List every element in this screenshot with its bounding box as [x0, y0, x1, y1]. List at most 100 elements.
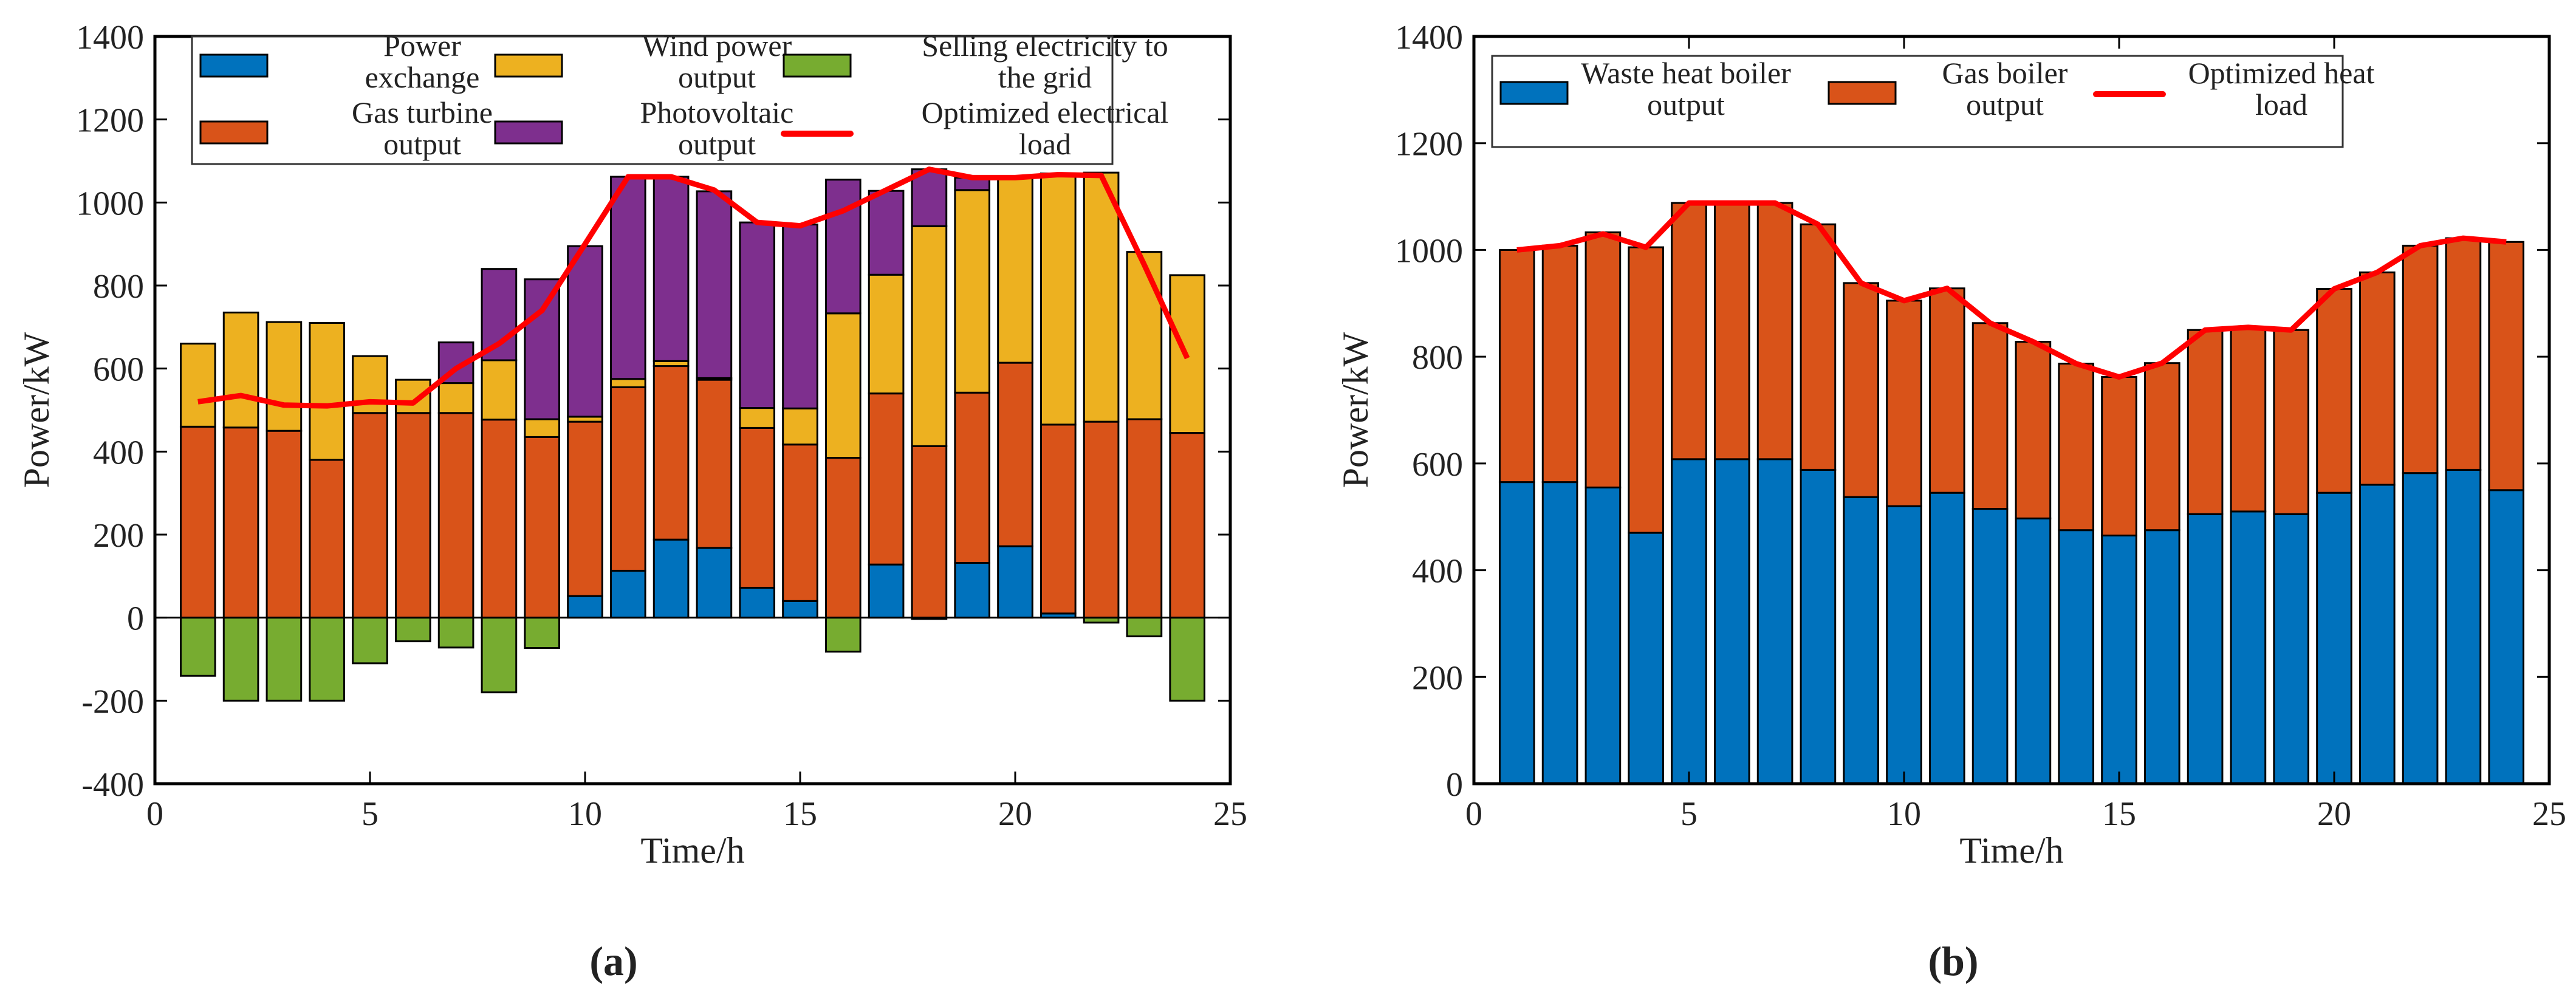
bar-wind-power-output-h19 — [954, 189, 991, 394]
legend-swatch — [494, 53, 563, 78]
chart-b: 0 5 10 15 20 25 0 200 400 600 800 1000 1200 1400 Time/… — [1335, 19, 2566, 984]
bar-wind-power-output-h23 — [1126, 251, 1163, 420]
bar-waste-heat-boiler-output-h24 — [2488, 489, 2525, 785]
bar-waste-heat-boiler-output-h22 — [2402, 472, 2439, 785]
y-tick-label: 1400 — [76, 19, 144, 56]
bar-wind-power-output-h16 — [824, 312, 862, 459]
bar-gas-turbine-output-h17 — [868, 392, 905, 566]
bar-wind-power-output-h15 — [782, 407, 818, 446]
bar-gas-boiler-output-h19 — [2273, 329, 2310, 515]
legend-label-line1: Optimized heat — [2188, 56, 2375, 90]
legend-label-line2: output — [383, 127, 461, 161]
bar-gas-turbine-output-h3 — [265, 430, 303, 619]
bar-gas-boiler-output-h13 — [2015, 341, 2052, 519]
x-tick-label: 25 — [1213, 795, 1247, 833]
chart-a: 0 5 10 15 20 25 -400 -200 0 200 400 600 800 1000 1200 1… — [16, 19, 1247, 984]
bar-photovoltaic-output-h11 — [609, 176, 646, 380]
y-tick-label: 1200 — [76, 102, 144, 140]
bar-photovoltaic-output-h15 — [782, 224, 818, 409]
x-tick-label: 0 — [146, 795, 163, 833]
y-axis-label: Power/kW — [16, 332, 57, 488]
x-tick-label: 10 — [1887, 795, 1921, 833]
bar-gas-turbine-output-h1 — [179, 425, 216, 619]
bar-wind-power-output-h4 — [309, 322, 346, 461]
legend-swatch — [494, 120, 563, 145]
legend-swatch — [783, 53, 852, 78]
bar-power-exchange-h19 — [954, 561, 991, 619]
axes-box — [1472, 35, 2551, 786]
bar-gas-turbine-output-h18 — [911, 445, 948, 619]
bar-wind-power-output-h2 — [222, 311, 259, 429]
bar-gas-turbine-output-h19 — [954, 391, 991, 564]
panel-caption: (b) — [1928, 938, 1978, 984]
legend-label-line1: Gas boiler — [1942, 56, 2068, 90]
bar-gas-boiler-output-h6 — [1713, 202, 1750, 460]
bar-gas-turbine-output-h16 — [824, 457, 862, 619]
bar-gas-turbine-output-h12 — [653, 365, 690, 541]
bar-selling-electricity-to-the-grid-h3 — [265, 617, 303, 702]
bar-gas-boiler-output-h15 — [2101, 376, 2137, 536]
bar-selling-electricity-to-the-grid-h6 — [394, 617, 431, 643]
x-tick-label: 10 — [568, 795, 602, 833]
y-tick-label: 1000 — [76, 185, 144, 222]
y-tick-label: 400 — [1412, 553, 1463, 591]
bar-gas-turbine-output-h11 — [609, 386, 646, 572]
y-tick-label: 0 — [1446, 766, 1463, 804]
bar-gas-turbine-output-h4 — [309, 459, 346, 619]
bar-power-exchange-h10 — [567, 595, 603, 619]
y-tick-label: 0 — [127, 600, 144, 638]
bar-gas-turbine-output-h13 — [696, 378, 733, 549]
bar-waste-heat-boiler-output-h12 — [1971, 508, 2009, 785]
bar-power-exchange-h13 — [696, 547, 733, 619]
bar-gas-boiler-output-h1 — [1498, 248, 1535, 484]
bar-waste-heat-boiler-output-h3 — [1584, 486, 1622, 785]
bar-waste-heat-boiler-output-h10 — [1886, 505, 1922, 785]
bar-photovoltaic-output-h17 — [868, 190, 905, 276]
bar-power-exchange-h12 — [653, 538, 690, 619]
bar-wind-power-output-h21 — [1040, 173, 1077, 426]
y-tick-label: 800 — [1412, 339, 1463, 377]
legend-label-line1: Waste heat boiler — [1581, 56, 1791, 90]
legend-label-line1: Optimized electrical — [922, 95, 1169, 129]
legend-label-line2: output — [1647, 87, 1725, 122]
bar-gas-boiler-output-h7 — [1756, 202, 1793, 460]
bar-waste-heat-boiler-output-h14 — [2058, 529, 2095, 785]
bar-waste-heat-boiler-output-h4 — [1628, 532, 1665, 785]
bar-gas-boiler-output-h21 — [2358, 271, 2396, 486]
x-tick-label: 5 — [361, 795, 379, 833]
y-tick-label: 1200 — [1395, 126, 1463, 163]
bar-gas-boiler-output-h10 — [1886, 300, 1922, 507]
bar-gas-turbine-output-h8 — [481, 419, 518, 619]
bar-gas-boiler-output-h3 — [1584, 231, 1622, 488]
bar-photovoltaic-output-h18 — [911, 168, 948, 227]
legend-swatch — [1828, 81, 1897, 105]
x-tick-label: 20 — [2317, 795, 2351, 833]
bar-gas-turbine-output-h23 — [1126, 418, 1163, 619]
y-tick-label: -200 — [81, 683, 144, 721]
y-tick-label: 200 — [1412, 659, 1463, 697]
bar-wind-power-output-h20 — [997, 176, 1033, 364]
y-tick-label: 1400 — [1395, 19, 1463, 56]
legend-label-line1: Selling electricity to — [922, 29, 1168, 63]
bar-power-exchange-h17 — [868, 563, 905, 619]
bar-waste-heat-boiler-output-h11 — [1928, 491, 1965, 785]
bar-selling-electricity-to-the-grid-h9 — [524, 617, 561, 649]
legend-label-line1: Power — [383, 29, 461, 63]
bar-selling-electricity-to-the-grid-h7 — [437, 617, 474, 649]
bar-selling-electricity-to-the-grid-h16 — [824, 617, 862, 653]
bar-waste-heat-boiler-output-h5 — [1671, 458, 1707, 785]
legend-label-line2: output — [678, 127, 756, 161]
bar-waste-heat-boiler-output-h15 — [2101, 534, 2137, 785]
bar-wind-power-output-h14 — [739, 407, 776, 429]
bar-waste-heat-boiler-output-h7 — [1756, 458, 1793, 785]
bar-photovoltaic-output-h16 — [824, 179, 862, 315]
